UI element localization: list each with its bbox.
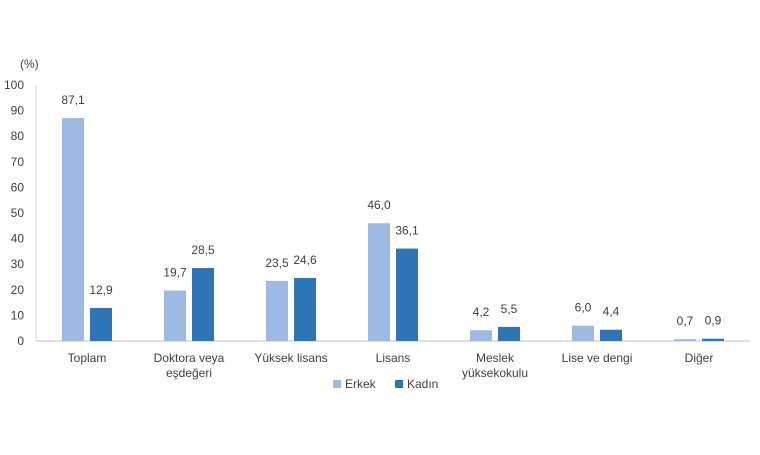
x-tick-label: yüksekokulu [462,366,528,380]
bar-erkek [572,325,594,341]
legend-label: Kadın [407,377,438,391]
y-tick-label: 90 [11,104,25,118]
bar-kadın [600,329,622,341]
data-label: 12,9 [89,283,113,297]
y-tick-label: 10 [11,308,25,322]
bar-erkek [266,280,288,341]
data-label: 4,4 [603,305,620,319]
x-tick-label: Yüksek lisans [254,351,327,365]
bar-erkek [470,330,492,341]
y-tick-label: 100 [4,78,24,92]
x-tick-label: Lisans [376,351,411,365]
data-label: 36,1 [395,224,419,238]
legend: Erkek Kadın [333,377,438,391]
data-label: 46,0 [367,198,391,212]
data-label: 87,1 [61,93,85,107]
data-label: 6,0 [575,301,592,315]
legend-swatch [333,380,341,388]
x-tick-label: Meslek [476,351,515,365]
x-tick-label: Lise ve dengi [562,351,633,365]
bar-kadın [90,307,112,341]
y-axis-unit-label: (%) [20,57,39,71]
y-tick-label: 30 [11,257,25,271]
data-label: 0,7 [677,314,694,328]
y-tick-label: 0 [17,334,24,348]
x-tick-label: eşdeğeri [166,366,212,380]
x-tick-label: Diğer [685,351,714,365]
bar-kadın [192,268,214,341]
bar-kadın [498,326,520,341]
data-label: 4,2 [473,305,490,319]
data-label: 24,6 [293,253,317,267]
x-tick-label: Doktora veya [154,351,225,365]
bar-kadın [702,338,724,341]
y-tick-label: 70 [11,155,25,169]
y-tick-label: 60 [11,180,25,194]
y-tick-label: 20 [11,283,25,297]
bar-erkek [368,223,390,341]
data-label: 23,5 [265,256,289,270]
bar-erkek [164,290,186,341]
legend-swatch [395,380,403,388]
data-label: 28,5 [191,243,215,257]
y-tick-label: 50 [11,206,25,220]
y-tick-label: 80 [11,129,25,143]
legend-label: Erkek [345,377,377,391]
data-label: 19,7 [163,266,187,280]
bar-erkek [62,118,84,341]
data-label: 0,9 [705,314,722,328]
bar-erkek [674,339,696,341]
y-tick-label: 40 [11,232,25,246]
data-label: 5,5 [501,302,518,316]
bar-kadın [396,248,418,341]
x-tick-label: Toplam [68,351,107,365]
bar-kadın [294,278,316,341]
